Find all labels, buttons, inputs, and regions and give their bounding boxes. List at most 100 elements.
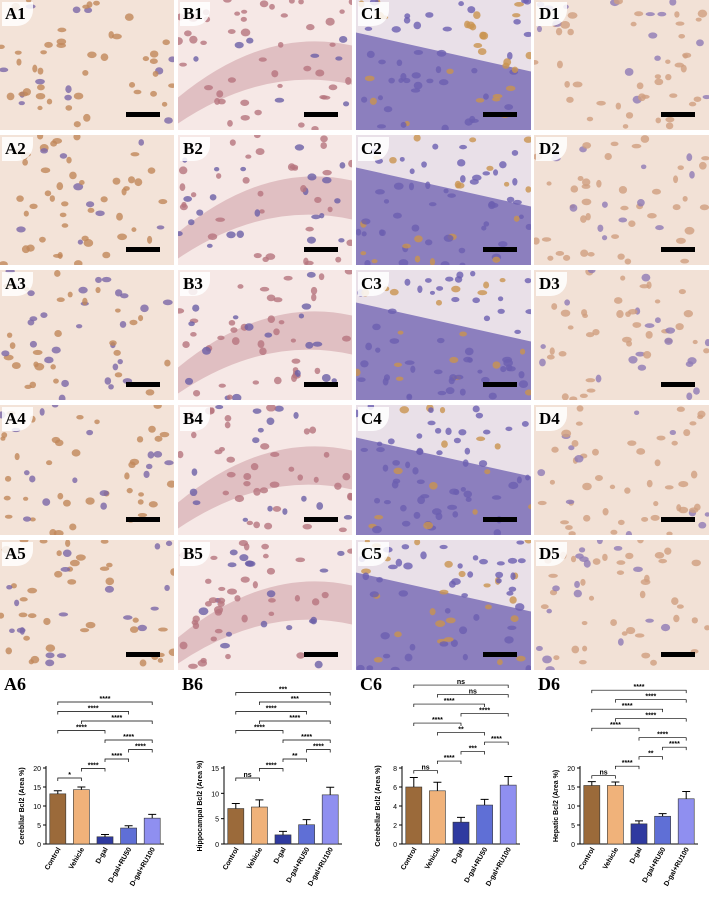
bar-0 [405, 786, 423, 845]
significance-bracket [57, 777, 82, 781]
tissue-image [534, 0, 709, 130]
significance-bracket [460, 751, 485, 755]
x-tick-label: Vehicle [602, 846, 620, 870]
error-bar [255, 799, 264, 808]
significance-label: *** [279, 687, 287, 694]
tissue-image [178, 540, 352, 670]
y-axis-label: Cerebllar Bcl2 (Area %) [19, 767, 26, 844]
micrograph-c2: C2 [356, 135, 531, 265]
y-tick-label: 6 [393, 785, 397, 792]
significance-bracket [638, 756, 663, 760]
significance-label: ** [648, 751, 654, 758]
chart-panel-label: A6 [4, 674, 26, 694]
significance-bracket [615, 718, 687, 722]
significance-label: **** [622, 760, 633, 767]
error-bar [409, 777, 418, 787]
x-tick-label: D-gal+RU100 [485, 846, 513, 887]
y-tick-label: 10 [211, 791, 219, 798]
scale-bar [304, 652, 338, 657]
significance-bracket [306, 749, 331, 753]
y-tick-label: 20 [33, 766, 41, 773]
significance-label: ** [292, 753, 298, 760]
significance-label: **** [657, 732, 668, 739]
significance-bracket [235, 777, 260, 781]
tissue-image [356, 0, 531, 130]
error-bar [457, 816, 465, 823]
y-tick-label: 15 [567, 785, 575, 792]
significance-bracket [437, 760, 462, 765]
error-bar [302, 819, 311, 825]
x-tick-label: D-gal [629, 846, 644, 865]
x-tick-label: Control [400, 846, 419, 871]
significance-bracket [484, 741, 509, 746]
x-tick-label: D-gal+RU50 [464, 846, 490, 884]
error-bar [124, 825, 133, 829]
chart-panel-label: C6 [360, 674, 382, 694]
error-bar [504, 776, 513, 786]
micrograph-b1: B1 [178, 0, 352, 130]
panel-label: C1 [358, 2, 389, 26]
micrograph-a4: A4 [0, 405, 174, 535]
significance-bracket [591, 727, 640, 732]
bar-2 [630, 823, 648, 845]
significance-bracket [57, 711, 129, 715]
significance-bracket [591, 708, 663, 713]
bar-2 [96, 836, 114, 845]
y-tick-label: 10 [567, 804, 575, 811]
bar-4 [499, 784, 517, 845]
scale-bar [483, 112, 517, 117]
significance-label: *** [291, 696, 299, 703]
y-tick-label: 10 [33, 804, 41, 811]
scale-bar [126, 247, 160, 252]
significance-bracket [259, 768, 284, 772]
significance-bracket [235, 730, 284, 734]
tissue-image [356, 135, 531, 265]
panel-label: B4 [180, 407, 210, 431]
significance-bracket [591, 775, 616, 779]
tissue-image [0, 135, 174, 265]
x-tick-label: D-gal [95, 846, 110, 865]
significance-bracket [104, 758, 129, 762]
significance-bracket [460, 713, 509, 717]
scale-bar [304, 517, 338, 522]
significance-label: **** [622, 703, 633, 710]
significance-label: **** [111, 753, 122, 760]
significance-bracket [57, 730, 106, 734]
micrograph-a5: A5 [0, 540, 174, 670]
significance-label: **** [634, 684, 645, 691]
y-tick-label: 0 [37, 842, 41, 849]
error-bar [480, 798, 489, 806]
y-tick-label: 8 [393, 766, 397, 773]
micrograph-b5: B5 [178, 540, 352, 670]
bar-0 [49, 793, 67, 845]
y-tick-label: 2 [393, 823, 397, 830]
bar-2 [274, 834, 292, 845]
significance-label: **** [313, 744, 324, 751]
significance-bracket [437, 694, 509, 698]
micrograph-d3: D3 [534, 270, 709, 400]
error-bar [326, 786, 335, 795]
significance-bracket [259, 720, 331, 724]
error-bar [231, 802, 240, 809]
bar-4 [321, 794, 339, 845]
significance-label: **** [610, 722, 621, 729]
x-tick-label: Control [578, 846, 597, 871]
scale-bar [304, 247, 338, 252]
significance-label: **** [266, 706, 277, 713]
significance-label: **** [444, 698, 455, 705]
significance-bracket [437, 732, 485, 736]
bar-4 [677, 798, 695, 845]
significance-label: **** [254, 725, 265, 732]
significance-label: **** [100, 696, 111, 703]
error-bar [148, 813, 157, 819]
panel-label: C4 [358, 407, 389, 431]
tissue-image [178, 0, 352, 130]
significance-label: **** [491, 736, 502, 743]
bar-1 [73, 789, 90, 845]
micrograph-b3: B3 [178, 270, 352, 400]
significance-label: * [68, 772, 71, 779]
significance-bracket [413, 703, 485, 708]
tissue-image [178, 405, 352, 535]
significance-bracket [104, 739, 153, 743]
significance-bracket [615, 699, 687, 703]
